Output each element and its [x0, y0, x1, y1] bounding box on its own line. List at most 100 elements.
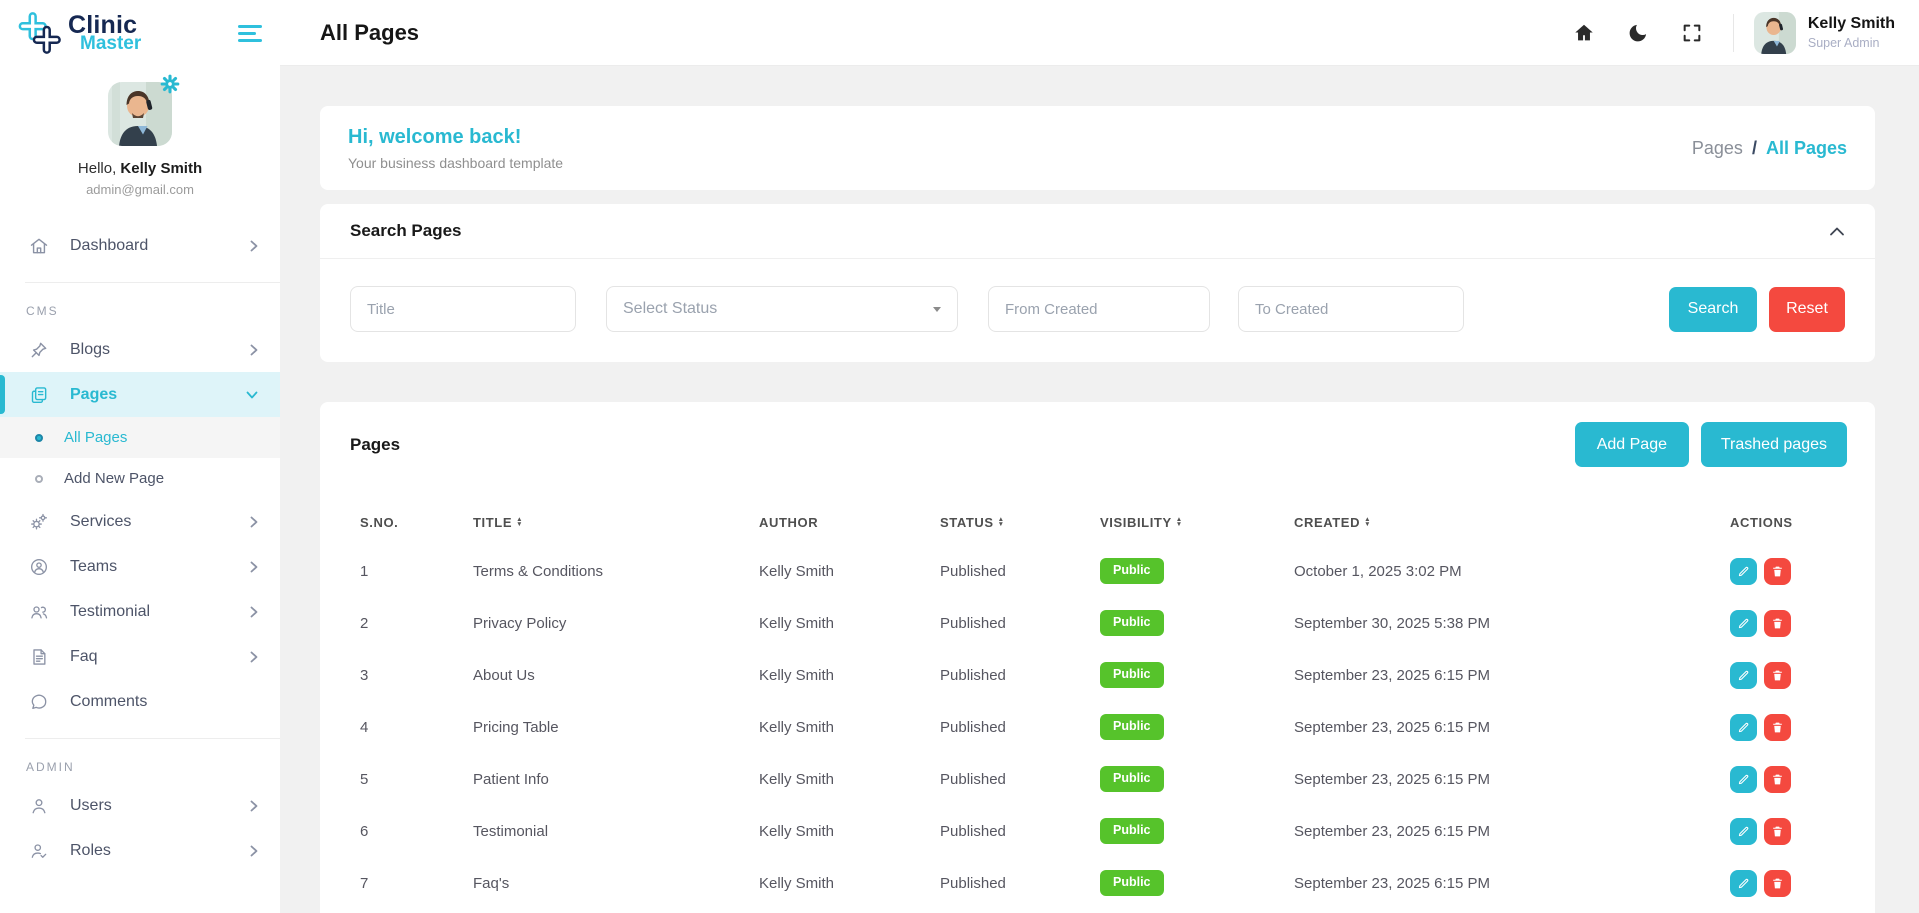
chevron-down-icon	[246, 391, 258, 399]
edit-button[interactable]	[1730, 765, 1757, 793]
reset-button[interactable]: Reset	[1769, 286, 1845, 332]
cell-status: Published	[940, 718, 1006, 736]
home-icon	[28, 235, 50, 257]
greeting-user-name: Kelly Smith	[120, 160, 203, 177]
breadcrumb-current: All Pages	[1765, 137, 1847, 158]
chevron-right-icon	[250, 651, 258, 663]
cell-created: September 23, 2025 6:15 PM	[1294, 770, 1490, 788]
brand-line1: Clinic	[68, 11, 138, 39]
clinic-master-logo-icon	[16, 9, 64, 57]
hamburger-menu-icon[interactable]	[238, 24, 262, 42]
column-header-title[interactable]: TITLE ▲ ▼	[473, 514, 524, 530]
topbar-user-name: Kelly Smith	[1807, 14, 1895, 32]
delete-button[interactable]	[1764, 609, 1791, 637]
edit-button[interactable]	[1730, 713, 1757, 741]
sidebar-item-services[interactable]: Services	[0, 499, 280, 544]
visibility-badge: Public	[1100, 662, 1164, 688]
cell-sno: 3	[360, 666, 369, 684]
sidebar-item-label: Comments	[70, 692, 148, 710]
cell-created: September 23, 2025 6:15 PM	[1294, 822, 1490, 840]
avatar[interactable]	[108, 82, 172, 146]
chevron-right-icon	[250, 606, 258, 618]
cell-status: Published	[940, 874, 1006, 892]
table-row: 5 Patient Info Kelly Smith Published Pub…	[360, 753, 1847, 805]
sidebar-item-roles[interactable]: Roles	[0, 828, 280, 873]
cell-title: Privacy Policy	[473, 614, 567, 632]
collapse-chevron-up-icon[interactable]	[1829, 225, 1845, 237]
visibility-badge: Public	[1100, 558, 1164, 584]
delete-button[interactable]	[1764, 869, 1791, 897]
column-header-sno: S.NO.	[360, 514, 399, 530]
search-button[interactable]: Search	[1669, 286, 1757, 332]
brand-name[interactable]: Clinic Master	[68, 11, 141, 54]
column-header-created[interactable]: CREATED ▲ ▼	[1294, 514, 1372, 530]
delete-button[interactable]	[1764, 661, 1791, 689]
cell-status: Published	[940, 562, 1006, 580]
pages-panel: Pages Add Page Trashed pages S.NO. TITLE…	[320, 402, 1875, 913]
bullet-dot-icon	[35, 433, 43, 442]
delete-button[interactable]	[1764, 557, 1791, 585]
cell-created: September 23, 2025 6:15 PM	[1294, 874, 1490, 892]
to-created-input[interactable]	[1238, 286, 1464, 332]
sidebar-item-blogs[interactable]: Blogs	[0, 327, 280, 372]
sidebar-item-teams[interactable]: Teams	[0, 544, 280, 589]
table-row: 3 About Us Kelly Smith Published Public …	[360, 649, 1847, 701]
sidebar-profile: Hello, Kelly Smith admin@gmail.com	[0, 74, 280, 197]
delete-button[interactable]	[1764, 765, 1791, 793]
search-panel-title: Search Pages	[350, 221, 462, 240]
sidebar-item-comments[interactable]: Comments	[0, 679, 280, 724]
edit-button[interactable]	[1730, 609, 1757, 637]
home-shortcut-icon[interactable]	[1571, 20, 1597, 46]
column-header-visibility[interactable]: VISIBILITY ▲ ▼	[1100, 514, 1183, 530]
topbar-user-role: Super Admin	[1807, 35, 1880, 50]
cell-sno: 5	[360, 770, 369, 788]
sidebar-item-label: Services	[70, 512, 132, 530]
from-created-input[interactable]	[988, 286, 1210, 332]
edit-button[interactable]	[1730, 869, 1757, 897]
cell-sno: 1	[360, 562, 369, 580]
title-filter-input[interactable]	[350, 286, 576, 332]
breadcrumb-parent[interactable]: Pages	[1691, 137, 1743, 158]
fullscreen-icon[interactable]	[1679, 20, 1705, 46]
cell-sno: 7	[360, 874, 369, 892]
pages-panel-title: Pages	[350, 434, 401, 454]
sidebar-item-testimonial[interactable]: Testimonial	[0, 589, 280, 634]
column-header-status[interactable]: STATUS ▲ ▼	[940, 514, 1005, 530]
profile-settings-gear-icon[interactable]	[159, 73, 181, 95]
caret-down-icon	[933, 306, 941, 312]
visibility-badge: Public	[1100, 818, 1164, 844]
sidebar-item-pages[interactable]: Pages	[0, 372, 280, 417]
edit-button[interactable]	[1730, 661, 1757, 689]
user-menu[interactable]: Kelly Smith Super Admin	[1753, 11, 1895, 54]
edit-button[interactable]	[1730, 557, 1757, 585]
bullet-dot-icon	[35, 474, 43, 483]
sidebar-subitem-label: All Pages	[64, 429, 128, 446]
welcome-title: Hi, welcome back!	[348, 125, 522, 148]
edit-button[interactable]	[1730, 817, 1757, 845]
cell-title: Faq's	[473, 874, 510, 892]
section-label-admin: ADMIN	[26, 760, 75, 774]
visibility-badge: Public	[1100, 870, 1164, 896]
cell-status: Published	[940, 614, 1006, 632]
sidebar-subitem-add-new-page[interactable]: Add New Page	[0, 458, 280, 499]
add-page-button[interactable]: Add Page	[1574, 422, 1689, 467]
sidebar-item-faq[interactable]: Faq	[0, 634, 280, 679]
sidebar-subitem-all-pages[interactable]: All Pages	[0, 417, 280, 458]
trashed-pages-button[interactable]: Trashed pages	[1700, 422, 1847, 467]
sidebar-item-label: Pages	[70, 385, 118, 403]
sidebar-subitem-label: Add New Page	[64, 470, 165, 487]
delete-button[interactable]	[1764, 713, 1791, 741]
pages-table: S.NO. TITLE ▲ ▼ AUTHOR STATUS ▲ ▼ VISIBILI…	[320, 485, 1875, 909]
sidebar-item-users[interactable]: Users	[0, 783, 280, 828]
cell-author: Kelly Smith	[759, 562, 835, 580]
delete-button[interactable]	[1764, 817, 1791, 845]
welcome-banner: Hi, welcome back! Your business dashboar…	[320, 106, 1875, 190]
sidebar-item-dashboard[interactable]: Dashboard	[0, 223, 280, 268]
document-icon	[28, 646, 50, 668]
dark-mode-moon-icon[interactable]	[1625, 20, 1651, 46]
sidebar-menu: Dashboard CMS Blogs	[0, 223, 280, 873]
topbar-divider	[1732, 13, 1734, 52]
status-select[interactable]: Select Status	[606, 286, 958, 332]
breadcrumb: Pages / All Pages	[1692, 138, 1847, 159]
sidebar-item-label: Faq	[70, 647, 98, 665]
